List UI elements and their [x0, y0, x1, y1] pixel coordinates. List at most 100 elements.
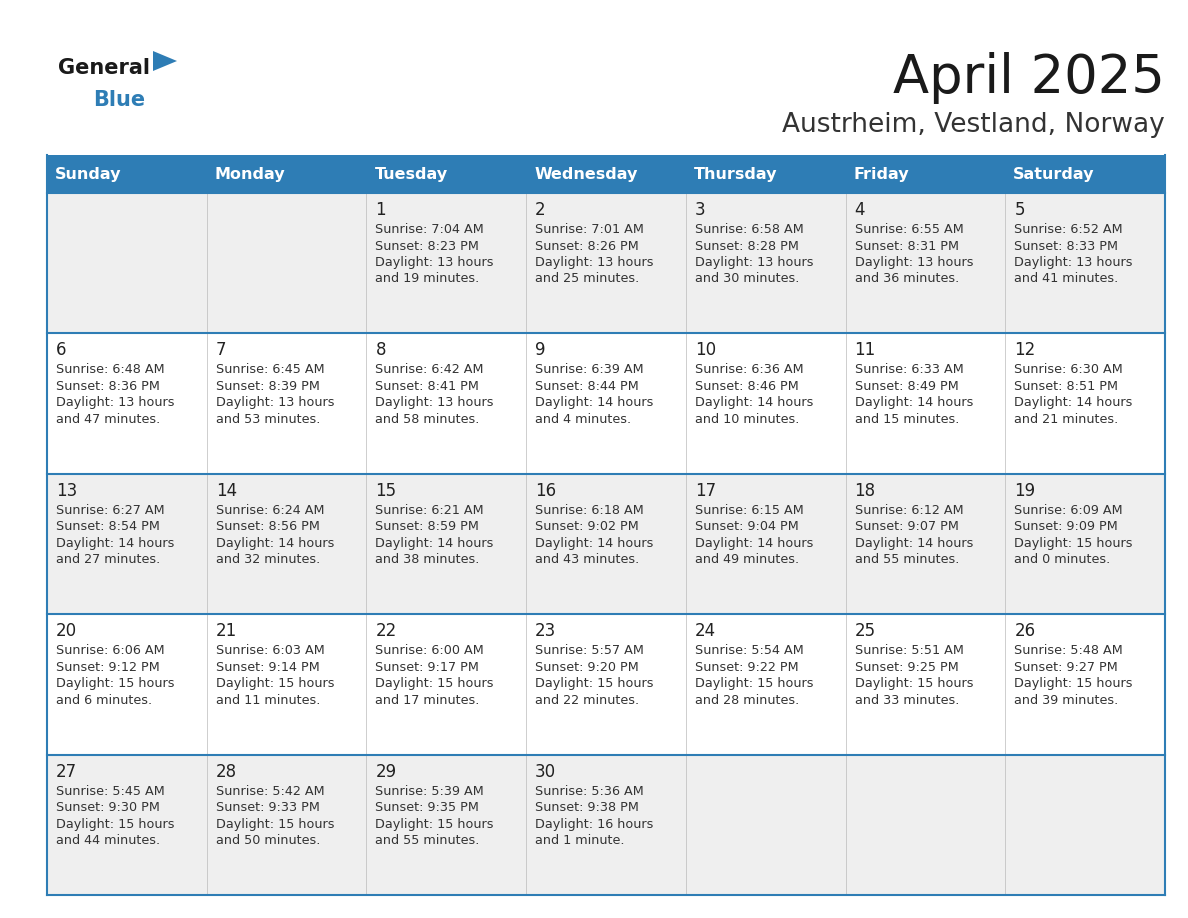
Text: and 36 minutes.: and 36 minutes.: [854, 273, 959, 285]
Text: and 39 minutes.: and 39 minutes.: [1015, 694, 1119, 707]
Text: and 28 minutes.: and 28 minutes.: [695, 694, 800, 707]
Text: Sunset: 8:23 PM: Sunset: 8:23 PM: [375, 240, 479, 252]
Text: Sunday: Sunday: [55, 166, 121, 182]
Text: Sunset: 9:20 PM: Sunset: 9:20 PM: [535, 661, 639, 674]
Text: Sunrise: 6:00 AM: Sunrise: 6:00 AM: [375, 644, 485, 657]
Text: 25: 25: [854, 622, 876, 640]
Text: Thursday: Thursday: [694, 166, 777, 182]
Text: 24: 24: [695, 622, 716, 640]
Text: 26: 26: [1015, 622, 1036, 640]
Text: Sunset: 8:46 PM: Sunset: 8:46 PM: [695, 380, 798, 393]
Text: Sunrise: 6:33 AM: Sunrise: 6:33 AM: [854, 364, 963, 376]
Text: Sunset: 8:41 PM: Sunset: 8:41 PM: [375, 380, 479, 393]
Text: Sunset: 9:35 PM: Sunset: 9:35 PM: [375, 801, 479, 814]
Text: 2: 2: [535, 201, 545, 219]
Text: Daylight: 13 hours: Daylight: 13 hours: [216, 397, 334, 409]
Text: Sunset: 9:27 PM: Sunset: 9:27 PM: [1015, 661, 1118, 674]
Bar: [48, 333, 1165, 474]
Text: Sunset: 8:59 PM: Sunset: 8:59 PM: [375, 521, 479, 533]
Text: Sunset: 8:39 PM: Sunset: 8:39 PM: [216, 380, 320, 393]
Text: General: General: [58, 58, 150, 78]
Text: Sunset: 8:36 PM: Sunset: 8:36 PM: [56, 380, 160, 393]
Bar: [207, 155, 366, 193]
Text: Sunrise: 6:58 AM: Sunrise: 6:58 AM: [695, 223, 803, 236]
Polygon shape: [153, 51, 177, 71]
Text: 29: 29: [375, 763, 397, 780]
Text: Sunset: 9:30 PM: Sunset: 9:30 PM: [56, 801, 160, 814]
Text: Sunrise: 5:54 AM: Sunrise: 5:54 AM: [695, 644, 803, 657]
Text: Sunset: 8:54 PM: Sunset: 8:54 PM: [56, 521, 160, 533]
Text: Sunset: 9:25 PM: Sunset: 9:25 PM: [854, 661, 959, 674]
Text: and 17 minutes.: and 17 minutes.: [375, 694, 480, 707]
Bar: [48, 614, 1165, 755]
Text: Sunrise: 6:21 AM: Sunrise: 6:21 AM: [375, 504, 484, 517]
Text: 7: 7: [216, 341, 226, 360]
Text: Sunset: 8:28 PM: Sunset: 8:28 PM: [695, 240, 798, 252]
Text: and 53 minutes.: and 53 minutes.: [216, 413, 320, 426]
Text: 13: 13: [56, 482, 77, 499]
Bar: [526, 155, 685, 193]
Bar: [48, 755, 1165, 895]
Text: Sunrise: 6:09 AM: Sunrise: 6:09 AM: [1015, 504, 1123, 517]
Text: Sunset: 9:09 PM: Sunset: 9:09 PM: [1015, 521, 1118, 533]
Text: Blue: Blue: [93, 90, 145, 110]
Text: Daylight: 13 hours: Daylight: 13 hours: [56, 397, 175, 409]
Text: and 47 minutes.: and 47 minutes.: [56, 413, 160, 426]
Text: 8: 8: [375, 341, 386, 360]
Text: 9: 9: [535, 341, 545, 360]
Text: Daylight: 13 hours: Daylight: 13 hours: [535, 256, 653, 269]
Text: Monday: Monday: [215, 166, 285, 182]
Text: Sunrise: 6:24 AM: Sunrise: 6:24 AM: [216, 504, 324, 517]
Text: Sunrise: 6:48 AM: Sunrise: 6:48 AM: [56, 364, 165, 376]
Text: Sunset: 8:49 PM: Sunset: 8:49 PM: [854, 380, 959, 393]
Text: Sunset: 8:56 PM: Sunset: 8:56 PM: [216, 521, 320, 533]
Text: Sunset: 8:51 PM: Sunset: 8:51 PM: [1015, 380, 1118, 393]
Text: and 30 minutes.: and 30 minutes.: [695, 273, 800, 285]
Bar: [48, 474, 1165, 614]
Text: Daylight: 15 hours: Daylight: 15 hours: [216, 818, 334, 831]
Text: Daylight: 15 hours: Daylight: 15 hours: [56, 818, 175, 831]
Text: Saturday: Saturday: [1013, 166, 1095, 182]
Text: Sunrise: 6:18 AM: Sunrise: 6:18 AM: [535, 504, 644, 517]
Text: Daylight: 14 hours: Daylight: 14 hours: [695, 397, 814, 409]
Text: Sunrise: 5:51 AM: Sunrise: 5:51 AM: [854, 644, 963, 657]
Text: and 38 minutes.: and 38 minutes.: [375, 554, 480, 566]
Text: 17: 17: [695, 482, 716, 499]
Text: Daylight: 14 hours: Daylight: 14 hours: [854, 397, 973, 409]
Text: 16: 16: [535, 482, 556, 499]
Text: Sunrise: 6:30 AM: Sunrise: 6:30 AM: [1015, 364, 1123, 376]
Text: Sunrise: 6:15 AM: Sunrise: 6:15 AM: [695, 504, 803, 517]
Text: Daylight: 13 hours: Daylight: 13 hours: [375, 256, 494, 269]
Text: and 32 minutes.: and 32 minutes.: [216, 554, 320, 566]
Text: Sunrise: 6:27 AM: Sunrise: 6:27 AM: [56, 504, 165, 517]
Text: 12: 12: [1015, 341, 1036, 360]
Text: Sunrise: 6:55 AM: Sunrise: 6:55 AM: [854, 223, 963, 236]
Text: and 0 minutes.: and 0 minutes.: [1015, 554, 1111, 566]
Text: Wednesday: Wednesday: [535, 166, 638, 182]
Text: Daylight: 14 hours: Daylight: 14 hours: [535, 397, 653, 409]
Text: 11: 11: [854, 341, 876, 360]
Text: Daylight: 13 hours: Daylight: 13 hours: [1015, 256, 1133, 269]
Text: Sunrise: 6:52 AM: Sunrise: 6:52 AM: [1015, 223, 1123, 236]
Text: and 21 minutes.: and 21 minutes.: [1015, 413, 1119, 426]
Text: and 15 minutes.: and 15 minutes.: [854, 413, 959, 426]
Text: Sunrise: 6:36 AM: Sunrise: 6:36 AM: [695, 364, 803, 376]
Text: and 1 minute.: and 1 minute.: [535, 834, 625, 847]
Text: Austrheim, Vestland, Norway: Austrheim, Vestland, Norway: [782, 112, 1165, 138]
Text: and 50 minutes.: and 50 minutes.: [216, 834, 320, 847]
Text: Sunset: 9:38 PM: Sunset: 9:38 PM: [535, 801, 639, 814]
Text: and 55 minutes.: and 55 minutes.: [854, 554, 959, 566]
Text: and 41 minutes.: and 41 minutes.: [1015, 273, 1119, 285]
Text: 18: 18: [854, 482, 876, 499]
Text: Friday: Friday: [853, 166, 909, 182]
Text: Sunset: 9:17 PM: Sunset: 9:17 PM: [375, 661, 479, 674]
Text: and 25 minutes.: and 25 minutes.: [535, 273, 639, 285]
Text: Sunrise: 5:36 AM: Sunrise: 5:36 AM: [535, 785, 644, 798]
Text: Sunrise: 5:39 AM: Sunrise: 5:39 AM: [375, 785, 485, 798]
Bar: [48, 193, 1165, 333]
Text: and 43 minutes.: and 43 minutes.: [535, 554, 639, 566]
Text: Sunrise: 6:03 AM: Sunrise: 6:03 AM: [216, 644, 324, 657]
Text: Sunset: 8:44 PM: Sunset: 8:44 PM: [535, 380, 639, 393]
Text: 3: 3: [695, 201, 706, 219]
Text: 27: 27: [56, 763, 77, 780]
